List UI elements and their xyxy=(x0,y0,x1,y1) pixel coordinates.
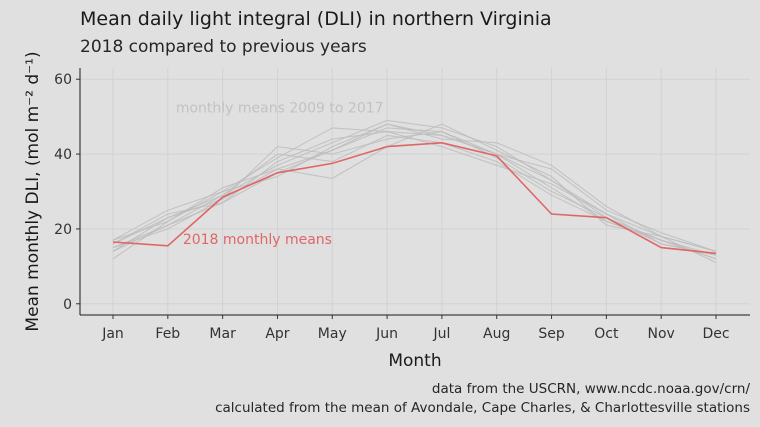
x-tick-label: Feb xyxy=(155,326,180,342)
x-tick-label: Mar xyxy=(209,326,236,342)
chart-subtitle: 2018 compared to previous years xyxy=(80,37,367,57)
series-line-history xyxy=(112,134,717,260)
x-tick-label: Nov xyxy=(648,326,675,342)
caption-line-2: calculated from the mean of Avondale, Ca… xyxy=(215,400,750,416)
x-tick-label: Sep xyxy=(538,326,565,342)
current-line xyxy=(112,141,717,255)
series-line-history xyxy=(112,127,717,252)
series-line-history xyxy=(112,123,717,252)
x-tick-label: May xyxy=(318,326,347,342)
x-tick-label: Aug xyxy=(483,326,510,342)
y-tick-label: 20 xyxy=(54,222,72,238)
x-tick-label: Apr xyxy=(265,326,289,342)
axes xyxy=(79,68,750,316)
tick-labels: 0 20 40 60 Jan Feb Mar Apr May Jun Jul Aug Sep Oct Nov… xyxy=(54,72,729,342)
annotation-current: 2018 monthly means xyxy=(183,232,332,248)
x-tick-label: Oct xyxy=(594,326,619,342)
grid-layer xyxy=(80,68,750,315)
series-line-history xyxy=(112,119,717,252)
y-tick-label: 0 xyxy=(63,297,72,313)
caption: data from the USCRN, www.ncdc.noaa.gov/c… xyxy=(215,380,750,418)
y-axis-title: Mean monthly DLI, (mol m⁻² d⁻¹) xyxy=(23,51,43,331)
series-line-history xyxy=(112,123,717,264)
chart-title: Mean daily light integral (DLI) in north… xyxy=(80,8,552,30)
x-tick-label: Jul xyxy=(432,326,450,342)
x-tick-label: Jan xyxy=(101,326,124,342)
x-tick-label: Jun xyxy=(375,326,398,342)
x-axis-title: Month xyxy=(388,351,441,371)
caption-line-1: data from the USCRN, www.ncdc.noaa.gov/c… xyxy=(431,381,750,397)
y-tick-label: 40 xyxy=(54,147,72,163)
y-tick-label: 60 xyxy=(54,72,72,88)
series-line-2018 xyxy=(112,141,717,255)
annotation-history: monthly means 2009 to 2017 xyxy=(176,100,384,116)
x-tick-label: Dec xyxy=(702,326,729,342)
